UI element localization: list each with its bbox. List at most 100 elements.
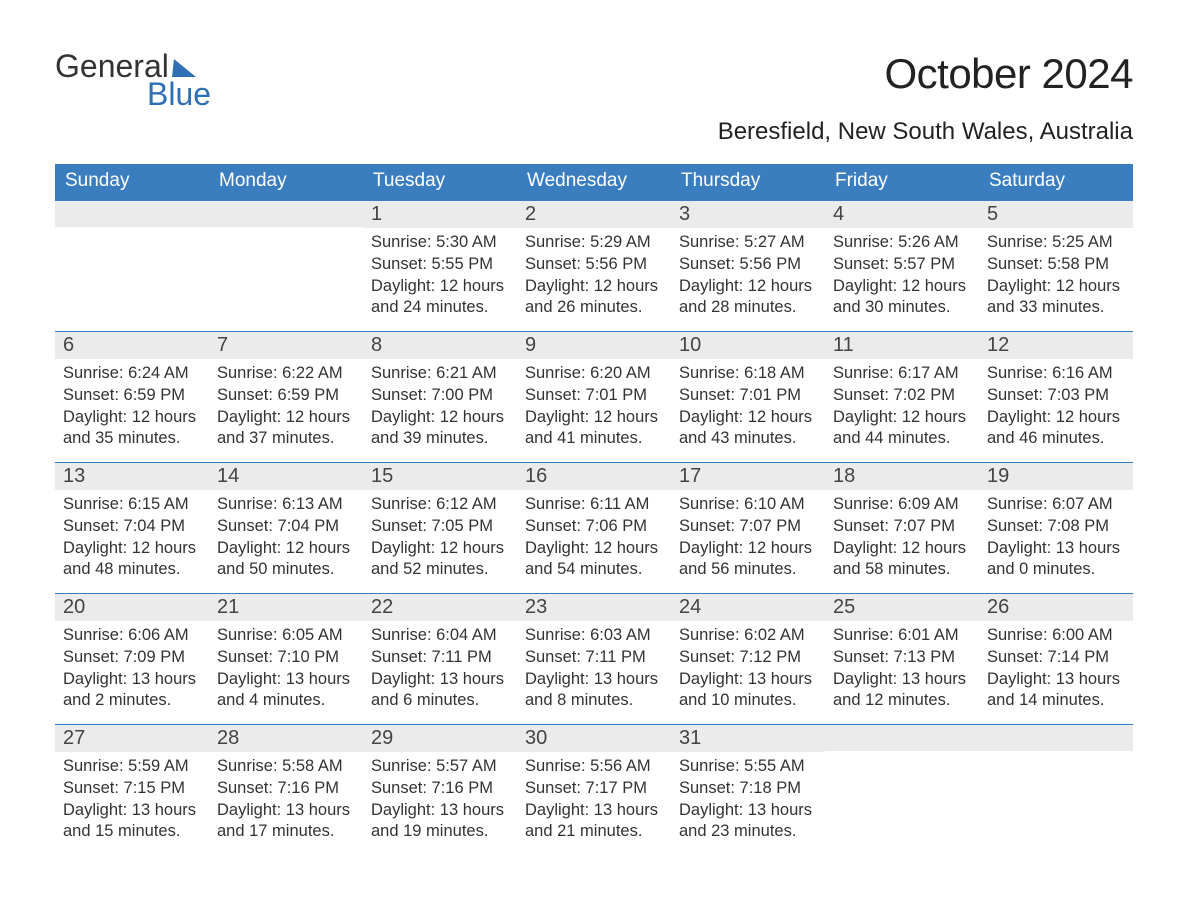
day-sunset: Sunset: 5:56 PM [679, 254, 817, 276]
day-daylight2: and 30 minutes. [833, 297, 971, 319]
day-details: Sunrise: 6:16 AMSunset: 7:03 PMDaylight:… [979, 359, 1133, 460]
day-sunrise: Sunrise: 5:58 AM [217, 756, 355, 778]
day-daylight2: and 4 minutes. [217, 690, 355, 712]
day-details: Sunrise: 6:21 AMSunset: 7:00 PMDaylight:… [363, 359, 517, 460]
day-sunrise: Sunrise: 5:56 AM [525, 756, 663, 778]
day-number: 22 [363, 594, 517, 621]
day-sunrise: Sunrise: 6:17 AM [833, 363, 971, 385]
day-sunset: Sunset: 7:03 PM [987, 385, 1125, 407]
day-sunset: Sunset: 6:59 PM [63, 385, 201, 407]
day-daylight2: and 8 minutes. [525, 690, 663, 712]
day-sunrise: Sunrise: 6:06 AM [63, 625, 201, 647]
day-daylight2: and 44 minutes. [833, 428, 971, 450]
calendar: Sunday Monday Tuesday Wednesday Thursday… [55, 164, 1133, 855]
calendar-day: 17Sunrise: 6:10 AMSunset: 7:07 PMDayligh… [671, 463, 825, 593]
day-number: 31 [671, 725, 825, 752]
calendar-day: 13Sunrise: 6:15 AMSunset: 7:04 PMDayligh… [55, 463, 209, 593]
day-daylight1: Daylight: 13 hours [217, 669, 355, 691]
day-number: 25 [825, 594, 979, 621]
day-sunrise: Sunrise: 6:13 AM [217, 494, 355, 516]
day-details: Sunrise: 5:56 AMSunset: 7:17 PMDaylight:… [517, 752, 671, 853]
day-sunset: Sunset: 5:58 PM [987, 254, 1125, 276]
day-daylight2: and 41 minutes. [525, 428, 663, 450]
day-daylight1: Daylight: 12 hours [63, 538, 201, 560]
day-daylight1: Daylight: 12 hours [833, 407, 971, 429]
calendar-day: 16Sunrise: 6:11 AMSunset: 7:06 PMDayligh… [517, 463, 671, 593]
empty-day-header [979, 725, 1133, 751]
day-daylight2: and 33 minutes. [987, 297, 1125, 319]
day-daylight1: Daylight: 12 hours [217, 538, 355, 560]
day-number: 9 [517, 332, 671, 359]
day-sunrise: Sunrise: 6:11 AM [525, 494, 663, 516]
day-details: Sunrise: 5:27 AMSunset: 5:56 PMDaylight:… [671, 228, 825, 329]
day-details: Sunrise: 6:12 AMSunset: 7:05 PMDaylight:… [363, 490, 517, 591]
day-sunrise: Sunrise: 6:10 AM [679, 494, 817, 516]
calendar-day: 29Sunrise: 5:57 AMSunset: 7:16 PMDayligh… [363, 725, 517, 855]
day-details: Sunrise: 6:15 AMSunset: 7:04 PMDaylight:… [55, 490, 209, 591]
day-details: Sunrise: 6:18 AMSunset: 7:01 PMDaylight:… [671, 359, 825, 460]
day-number: 12 [979, 332, 1133, 359]
day-sunrise: Sunrise: 5:29 AM [525, 232, 663, 254]
day-sunset: Sunset: 7:04 PM [63, 516, 201, 538]
day-number: 13 [55, 463, 209, 490]
day-sunrise: Sunrise: 5:26 AM [833, 232, 971, 254]
day-daylight2: and 23 minutes. [679, 821, 817, 843]
day-daylight1: Daylight: 12 hours [371, 538, 509, 560]
day-sunset: Sunset: 7:00 PM [371, 385, 509, 407]
day-number: 4 [825, 201, 979, 228]
day-number: 8 [363, 332, 517, 359]
day-sunset: Sunset: 7:01 PM [525, 385, 663, 407]
day-number: 15 [363, 463, 517, 490]
day-daylight2: and 46 minutes. [987, 428, 1125, 450]
day-number: 11 [825, 332, 979, 359]
calendar-day: 12Sunrise: 6:16 AMSunset: 7:03 PMDayligh… [979, 332, 1133, 462]
day-number: 29 [363, 725, 517, 752]
calendar-week: 13Sunrise: 6:15 AMSunset: 7:04 PMDayligh… [55, 462, 1133, 593]
location-subtitle: Beresfield, New South Wales, Australia [55, 118, 1133, 146]
day-number: 23 [517, 594, 671, 621]
day-number: 24 [671, 594, 825, 621]
day-daylight2: and 26 minutes. [525, 297, 663, 319]
day-sunrise: Sunrise: 6:18 AM [679, 363, 817, 385]
day-details: Sunrise: 6:13 AMSunset: 7:04 PMDaylight:… [209, 490, 363, 591]
day-sunset: Sunset: 7:18 PM [679, 778, 817, 800]
day-sunset: Sunset: 7:14 PM [987, 647, 1125, 669]
day-daylight2: and 12 minutes. [833, 690, 971, 712]
calendar-day: 31Sunrise: 5:55 AMSunset: 7:18 PMDayligh… [671, 725, 825, 855]
day-details: Sunrise: 6:01 AMSunset: 7:13 PMDaylight:… [825, 621, 979, 722]
day-sunrise: Sunrise: 6:12 AM [371, 494, 509, 516]
day-sunset: Sunset: 7:10 PM [217, 647, 355, 669]
calendar-day: 3Sunrise: 5:27 AMSunset: 5:56 PMDaylight… [671, 201, 825, 331]
day-sunset: Sunset: 7:16 PM [217, 778, 355, 800]
day-sunset: Sunset: 7:08 PM [987, 516, 1125, 538]
day-number: 26 [979, 594, 1133, 621]
day-sunrise: Sunrise: 6:09 AM [833, 494, 971, 516]
day-number: 27 [55, 725, 209, 752]
day-details: Sunrise: 5:57 AMSunset: 7:16 PMDaylight:… [363, 752, 517, 853]
day-number: 20 [55, 594, 209, 621]
day-sunset: Sunset: 5:57 PM [833, 254, 971, 276]
empty-day-header [55, 201, 209, 227]
day-daylight2: and 21 minutes. [525, 821, 663, 843]
day-daylight2: and 50 minutes. [217, 559, 355, 581]
day-sunset: Sunset: 7:11 PM [525, 647, 663, 669]
day-daylight1: Daylight: 12 hours [525, 276, 663, 298]
day-sunrise: Sunrise: 6:04 AM [371, 625, 509, 647]
calendar-day [55, 201, 209, 331]
day-sunset: Sunset: 7:15 PM [63, 778, 201, 800]
day-daylight2: and 43 minutes. [679, 428, 817, 450]
day-daylight2: and 24 minutes. [371, 297, 509, 319]
day-sunset: Sunset: 7:07 PM [679, 516, 817, 538]
day-number: 5 [979, 201, 1133, 228]
calendar-day: 18Sunrise: 6:09 AMSunset: 7:07 PMDayligh… [825, 463, 979, 593]
calendar-day: 30Sunrise: 5:56 AMSunset: 7:17 PMDayligh… [517, 725, 671, 855]
calendar-day: 27Sunrise: 5:59 AMSunset: 7:15 PMDayligh… [55, 725, 209, 855]
day-daylight1: Daylight: 12 hours [987, 407, 1125, 429]
calendar-day: 8Sunrise: 6:21 AMSunset: 7:00 PMDaylight… [363, 332, 517, 462]
day-daylight1: Daylight: 13 hours [525, 669, 663, 691]
day-daylight2: and 39 minutes. [371, 428, 509, 450]
weekday-header: Friday [825, 164, 979, 199]
day-sunset: Sunset: 7:17 PM [525, 778, 663, 800]
day-sunrise: Sunrise: 6:07 AM [987, 494, 1125, 516]
calendar-day: 5Sunrise: 5:25 AMSunset: 5:58 PMDaylight… [979, 201, 1133, 331]
